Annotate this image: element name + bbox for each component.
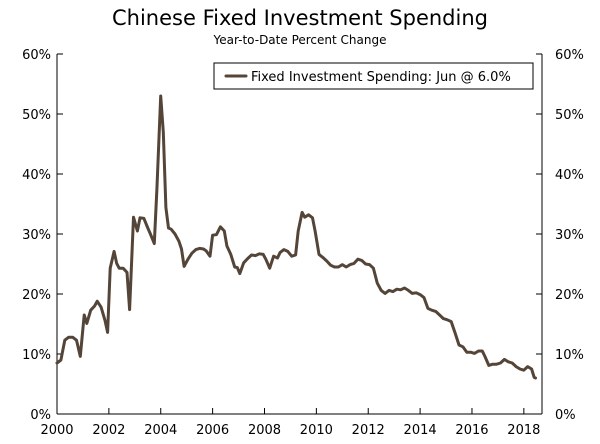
y-tick-label-right: 30% bbox=[555, 228, 584, 243]
x-tick-label: 2002 bbox=[92, 423, 125, 438]
y-tick-label-right: 0% bbox=[555, 408, 576, 423]
y-tick-label-left: 40% bbox=[22, 168, 51, 183]
axes-group: 0% 0% 10% 10% 20% 20% 30% 30% 40% 40% 50% 50% 60% 60%… bbox=[22, 48, 584, 438]
chart-subtitle: Year-to-Date Percent Change bbox=[213, 33, 387, 47]
y-tick-label-left: 0% bbox=[30, 408, 51, 423]
y-tick-label-right: 20% bbox=[555, 288, 584, 303]
x-tick-label: 2006 bbox=[196, 423, 229, 438]
x-tick-label: 2018 bbox=[507, 423, 540, 438]
y-tick-label-right: 60% bbox=[555, 48, 584, 63]
x-tick-label: 2010 bbox=[300, 423, 333, 438]
y-tick-label-left: 60% bbox=[22, 48, 51, 63]
chart-title: Chinese Fixed Investment Spending bbox=[112, 6, 488, 30]
legend-label: Fixed Investment Spending: Jun @ 6.0% bbox=[251, 70, 511, 85]
x-tick-label: 2012 bbox=[352, 423, 385, 438]
y-tick-label-right: 10% bbox=[555, 348, 584, 363]
x-tick-label: 2014 bbox=[404, 423, 437, 438]
y-tick-label-left: 50% bbox=[22, 108, 51, 123]
legend: Fixed Investment Spending: Jun @ 6.0% bbox=[213, 62, 534, 90]
y-tick-label-left: 20% bbox=[22, 288, 51, 303]
y-tick-label-right: 50% bbox=[555, 108, 584, 123]
x-tick-label: 2016 bbox=[455, 423, 488, 438]
x-tick-label: 2000 bbox=[40, 423, 73, 438]
y-tick-label-left: 10% bbox=[22, 348, 51, 363]
legend-box bbox=[213, 62, 534, 90]
x-tick-label: 2004 bbox=[144, 423, 177, 438]
x-tick-label: 2008 bbox=[248, 423, 281, 438]
y-tick-label-right: 40% bbox=[555, 168, 584, 183]
series-line bbox=[55, 94, 537, 380]
y-tick-label-left: 30% bbox=[22, 228, 51, 243]
series-group bbox=[55, 94, 537, 380]
